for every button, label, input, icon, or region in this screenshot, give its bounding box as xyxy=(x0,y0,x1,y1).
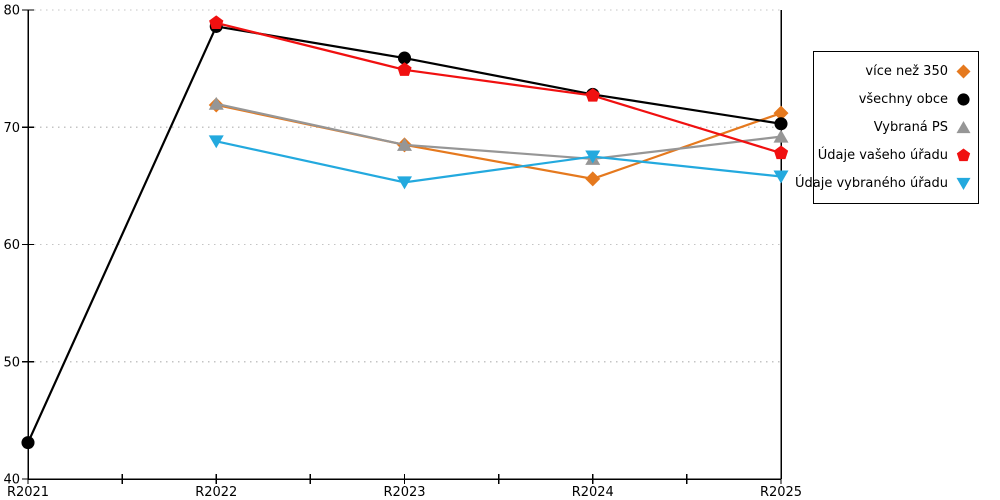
diamond-marker-point xyxy=(585,171,601,187)
diamond-marker-point xyxy=(773,105,789,121)
series-2 xyxy=(208,96,789,165)
legend-item-0: více než 350 xyxy=(818,63,972,80)
circle-marker-point xyxy=(774,117,788,131)
diamond-marker-icon xyxy=(956,64,971,79)
legend-item-1: všechny obce xyxy=(818,91,972,108)
pentagon-marker-icon xyxy=(956,148,971,161)
x-tick-label-R2024: R2024 xyxy=(572,485,614,500)
triangle-up-marker-glyph xyxy=(956,120,971,134)
y-tick-label-50: 50 xyxy=(3,355,20,370)
circle-marker-icon xyxy=(957,93,970,106)
y-tick-label-70: 70 xyxy=(3,121,20,136)
series-line-4 xyxy=(216,140,782,184)
pentagon-marker-point xyxy=(397,62,412,76)
circle-marker-glyph xyxy=(957,93,970,106)
pentagon-marker-point xyxy=(585,88,600,102)
legend-label: všechny obce xyxy=(858,92,948,108)
triangle-down-marker-glyph xyxy=(956,177,971,190)
pentagon-marker-point xyxy=(209,15,224,29)
triangle-down-marker-point xyxy=(397,176,412,190)
series-4 xyxy=(208,135,789,190)
legend: více než 350 všechny obce Vybraná PS Údaje … xyxy=(795,51,979,204)
series-line-1 xyxy=(26,25,782,444)
x-tick-label-R2022: R2022 xyxy=(195,485,237,500)
legend-item-3: Údaje vašeho úřadu xyxy=(818,147,972,164)
legend-label: Údaje vybraného úřadu xyxy=(794,175,948,191)
series-1 xyxy=(21,19,788,450)
triangle-down-marker-point xyxy=(208,135,224,149)
legend-item-2: Vybraná PS xyxy=(818,119,972,136)
legend-label: Údaje vašeho úřadu xyxy=(817,147,948,163)
pentagon-marker-point xyxy=(773,145,789,160)
triangle-down-marker-icon xyxy=(956,177,971,190)
circle-marker-point xyxy=(397,51,412,65)
legend-label: více než 350 xyxy=(865,64,948,80)
triangle-up-marker-point xyxy=(773,129,789,143)
x-tick-label-R2023: R2023 xyxy=(383,485,425,500)
x-tick-label-R2025: R2025 xyxy=(760,485,802,500)
circle-marker-point xyxy=(21,436,35,450)
triangle-down-marker-point xyxy=(585,150,601,164)
legend-item-4: Údaje vybraného úřadu xyxy=(795,175,972,192)
pentagon-marker-glyph xyxy=(956,148,971,161)
triangle-up-marker-point xyxy=(208,96,224,110)
series-line-3 xyxy=(215,21,782,155)
triangle-down-marker-point xyxy=(773,170,789,184)
x-tick-label-R2021: R2021 xyxy=(7,485,49,500)
series-line-2 xyxy=(216,102,782,161)
diamond-marker-glyph xyxy=(956,64,971,79)
y-tick-label-80: 80 xyxy=(3,4,20,19)
y-tick-label-40: 40 xyxy=(3,473,20,488)
triangle-up-marker-point xyxy=(397,137,412,151)
legend-label: Vybraná PS xyxy=(873,119,948,135)
y-tick-label-60: 60 xyxy=(3,238,20,253)
triangle-up-marker-icon xyxy=(956,120,971,134)
series-3 xyxy=(209,15,789,160)
